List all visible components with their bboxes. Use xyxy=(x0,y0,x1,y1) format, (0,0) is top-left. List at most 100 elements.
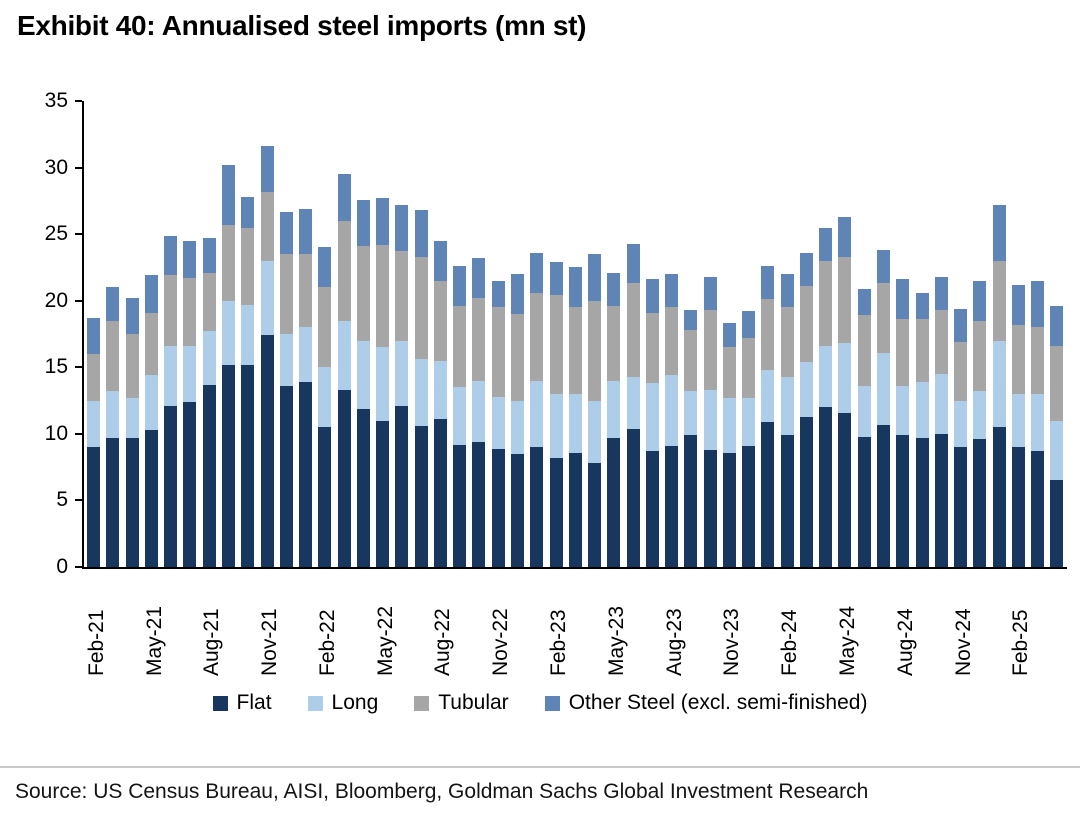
bar-segment-other-steel xyxy=(761,266,775,300)
y-tick-label: 0 xyxy=(56,555,68,578)
bar-Sep-24 xyxy=(915,292,929,567)
x-cell xyxy=(936,576,949,676)
bar-Jan-25 xyxy=(992,204,1006,567)
bar-Jul-23 xyxy=(645,279,659,567)
bar-Mar-25 xyxy=(1031,280,1045,567)
x-tick-label: Nov-21 xyxy=(258,608,282,676)
bar-Feb-21 xyxy=(87,318,101,567)
bar-segment-tubular xyxy=(915,319,929,382)
x-cell: Nov-23 xyxy=(720,576,743,676)
bar-segment-long xyxy=(684,391,698,436)
plot-frame xyxy=(82,101,1067,569)
bar-segment-tubular xyxy=(530,292,544,381)
bar-segment-other-steel xyxy=(221,164,235,225)
x-cell xyxy=(457,576,470,676)
bar-segment-long xyxy=(299,327,313,382)
x-cell xyxy=(589,576,602,676)
bar-segment-other-steel xyxy=(318,247,332,288)
bar-Aug-23 xyxy=(665,274,679,567)
bar-segment-tubular xyxy=(607,306,621,381)
bar-segment-flat xyxy=(645,451,659,567)
bar-Sep-23 xyxy=(684,310,698,567)
bar-segment-long xyxy=(87,400,101,448)
x-cell xyxy=(630,576,643,676)
bar-Aug-24 xyxy=(896,279,910,567)
bar-segment-other-steel xyxy=(241,196,255,228)
x-cell xyxy=(515,576,528,676)
bar-segment-long xyxy=(992,340,1006,428)
bar-segment-flat xyxy=(780,435,794,567)
bar-segment-flat xyxy=(568,452,582,567)
bar-segment-flat xyxy=(144,429,158,567)
x-tick-label: Aug-22 xyxy=(431,608,455,676)
bar-segment-long xyxy=(973,391,987,440)
bar-Jun-23 xyxy=(626,243,640,567)
bar-segment-long xyxy=(761,369,775,422)
bar-Jun-24 xyxy=(857,288,871,567)
bar-segment-long xyxy=(337,320,351,390)
bar-segment-flat xyxy=(491,448,505,567)
bar-segment-other-steel xyxy=(934,276,948,311)
bar-segment-flat xyxy=(395,405,409,567)
bar-segment-long xyxy=(1011,393,1025,448)
bar-segment-flat xyxy=(722,452,736,567)
bar-Mar-22 xyxy=(337,174,351,567)
bar-segment-tubular xyxy=(106,320,120,392)
y-tick-mark xyxy=(75,366,82,369)
bar-Nov-23 xyxy=(722,323,736,567)
bar-segment-other-steel xyxy=(819,227,833,261)
bar-segment-flat xyxy=(1050,480,1064,567)
y-tick-label: 15 xyxy=(44,355,68,379)
bar-Nov-22 xyxy=(491,280,505,567)
x-tick-label: Nov-22 xyxy=(489,608,513,676)
bar-segment-other-steel xyxy=(684,310,698,331)
bar-segment-tubular xyxy=(510,314,524,401)
bar-segment-flat xyxy=(973,439,987,567)
bar-Aug-22 xyxy=(433,240,447,567)
bar-segment-tubular xyxy=(1031,327,1045,394)
bar-segment-tubular xyxy=(742,338,756,398)
bar-segment-other-steel xyxy=(414,210,428,257)
bar-Jul-22 xyxy=(414,210,428,567)
y-tick-label: 35 xyxy=(44,89,68,112)
bar-segment-tubular xyxy=(780,307,794,377)
bar-Jun-22 xyxy=(395,204,409,567)
bar-segment-tubular xyxy=(318,287,332,368)
bar-segment-other-steel xyxy=(877,250,891,284)
bar-segment-other-steel xyxy=(144,275,158,313)
x-cell xyxy=(804,576,817,676)
bar-segment-flat xyxy=(376,420,390,567)
bar-segment-tubular xyxy=(954,342,968,401)
bar-segment-other-steel xyxy=(568,267,582,308)
bar-segment-other-steel xyxy=(202,238,216,273)
bar-segment-other-steel xyxy=(376,198,390,245)
bar-segment-tubular xyxy=(1011,324,1025,394)
y-tick-mark xyxy=(75,499,82,502)
bar-segment-tubular xyxy=(722,347,736,398)
legend-item-tubular: Tubular xyxy=(414,691,509,715)
bar-segment-tubular xyxy=(588,300,602,401)
bar-segment-tubular xyxy=(568,307,582,394)
bar-segment-tubular xyxy=(376,244,390,348)
footer-divider xyxy=(0,766,1080,768)
x-cell xyxy=(862,576,875,676)
bar-segment-other-steel xyxy=(433,240,447,281)
bar-Sep-21 xyxy=(221,164,235,567)
bar-segment-long xyxy=(183,346,197,402)
bar-May-23 xyxy=(607,272,621,567)
legend-label: Flat xyxy=(236,691,272,714)
bar-segment-tubular xyxy=(279,254,293,335)
bar-segment-tubular xyxy=(973,320,987,392)
bar-segment-flat xyxy=(202,384,216,567)
bar-Oct-24 xyxy=(934,276,948,567)
bar-segment-other-steel xyxy=(491,280,505,308)
bar-segment-tubular xyxy=(857,315,871,386)
x-tick-label: Feb-21 xyxy=(84,609,108,676)
x-cell: Nov-24 xyxy=(952,576,975,676)
bar-Feb-24 xyxy=(780,274,794,567)
bar-Oct-23 xyxy=(703,276,717,567)
y-tick-label: 20 xyxy=(44,288,68,312)
bar-segment-tubular xyxy=(1050,346,1064,421)
bar-segment-long xyxy=(395,340,409,406)
bar-segment-flat xyxy=(87,447,101,567)
